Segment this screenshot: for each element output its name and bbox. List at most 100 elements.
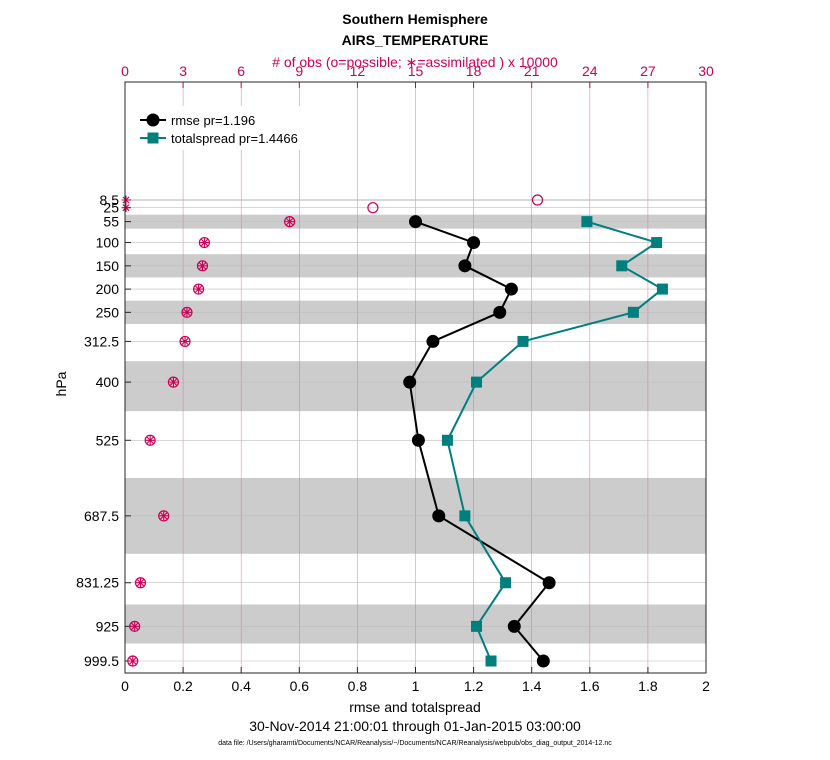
rmse-point	[504, 282, 518, 296]
bottom-tick-label: 1.6	[580, 678, 600, 694]
totalspread-point	[459, 510, 471, 522]
legend-rmse-marker	[146, 113, 160, 127]
top-tick-label: 9	[295, 63, 303, 79]
obs-possible-marker	[179, 335, 191, 348]
top-tick-label: 18	[466, 63, 482, 79]
level-tick-label: 400	[96, 374, 120, 390]
bottom-tick-label: 1.8	[638, 678, 658, 694]
legend-entries: rmse pr=1.196 totalspread pr=1.4466	[140, 113, 298, 146]
obs-possible-marker	[127, 655, 139, 667]
bottom-tick-label: 0	[121, 678, 129, 694]
rmse-point	[493, 305, 507, 319]
totalspread-point	[485, 655, 497, 667]
date-range: 30-Nov-2014 21:00:01 through 01-Jan-2015…	[249, 718, 581, 734]
obs-assimilated-marker	[128, 656, 138, 666]
top-tick-label: 3	[179, 63, 187, 79]
legend-box	[131, 106, 321, 150]
rmse-point	[467, 236, 481, 250]
rmse-point	[507, 619, 521, 633]
top-tick-label: 6	[237, 63, 245, 79]
bottom-tick-label: 0.4	[231, 678, 251, 694]
obs-possible-marker	[198, 236, 211, 249]
data-file-footnote: data file: /Users/gharamti/Documents/NCA…	[218, 740, 612, 747]
axis-ticks: 0 3 6 9 12 15 18 21 24 27 308.52555100150200250312…	[76, 63, 714, 694]
totalspread-point	[500, 577, 512, 589]
grid-lines	[124, 82, 707, 673]
totalspread-line	[446, 220, 665, 662]
level-tick-label: 525	[96, 432, 120, 448]
obs-possible-marker	[284, 216, 296, 228]
obs-assimilated-marker	[199, 238, 209, 248]
bottom-tick-label: 0.2	[173, 678, 193, 694]
level-tick-label: 831.25	[76, 575, 119, 591]
top-tick-label: 12	[350, 63, 366, 79]
y-axis-label: hPa	[53, 371, 69, 396]
chart-title: Southern Hemisphere	[342, 11, 488, 27]
obs-possible-marker	[134, 577, 147, 589]
series-lines	[403, 215, 668, 668]
totalspread-point	[471, 620, 483, 632]
level-tick-label: 999.5	[84, 653, 119, 669]
obs-assimilated-marker	[180, 336, 190, 346]
obs-assimilated-marker	[159, 511, 169, 521]
obs-possible-marker	[531, 194, 544, 206]
bottom-tick-label: 0.6	[290, 678, 310, 694]
rmse-point	[458, 259, 472, 273]
bottom-tick-label: 1.2	[464, 678, 484, 694]
obs-possible-marker	[144, 434, 156, 446]
top-tick-label: 27	[640, 63, 656, 79]
obs-assimilated-marker	[194, 284, 204, 294]
level-tick-label: 250	[96, 304, 120, 320]
obs-assimilated-marker	[182, 307, 192, 317]
bottom-tick-label: 0.8	[348, 678, 368, 694]
bottom-tick-label: 1	[412, 678, 420, 694]
legend-totalspread-marker	[147, 132, 159, 144]
top-tick-label: 21	[524, 63, 540, 79]
totalspread-point	[581, 216, 593, 228]
totalspread-point	[616, 260, 628, 272]
totalspread-point	[656, 283, 668, 295]
level-tick-label: 312.5	[84, 333, 119, 349]
rmse-point	[409, 215, 422, 229]
legend-totalspread-label: totalspread pr=1.4466	[171, 131, 298, 146]
obs-possible-marker	[181, 306, 193, 318]
obs-possible-marker	[129, 620, 141, 632]
x-axis-label: rmse and totalspread	[349, 699, 481, 715]
top-tick-label: 30	[698, 63, 714, 79]
top-tick-label: 15	[408, 63, 424, 79]
rmse-point	[432, 509, 446, 523]
obs-assimilated-marker	[121, 195, 131, 205]
totalspread-point	[651, 237, 663, 249]
obs-assimilated-marker	[145, 435, 155, 445]
obs-markers	[121, 194, 544, 667]
legend-rmse-label: rmse pr=1.196	[171, 113, 255, 128]
obs-assimilated-marker	[135, 578, 145, 588]
top-tick-label: 24	[582, 63, 598, 79]
obs-assimilated-marker	[130, 621, 140, 631]
obs-possible-marker	[192, 283, 205, 295]
level-tick-label: 200	[96, 281, 120, 297]
level-tick-label: 25	[103, 200, 119, 216]
plot-frame	[124, 81, 707, 674]
rmse-point	[403, 375, 417, 389]
totalspread-point	[627, 306, 639, 318]
rmse-point	[536, 654, 550, 668]
level-tick-label: 55	[103, 214, 119, 230]
obs-assimilated-marker	[121, 203, 131, 213]
obs-assimilated-marker	[285, 217, 295, 227]
obs-assimilated-marker	[168, 377, 178, 387]
obs-possible-marker	[196, 260, 209, 272]
level-tick-label: 150	[96, 258, 120, 274]
rmse-point	[411, 433, 425, 447]
totalspread-point	[471, 376, 483, 388]
legend: rmse pr=1.196 totalspread pr=1.4466	[131, 106, 321, 150]
top-axis-label: # of obs (o=possible; ∗=assimilated ) x …	[272, 54, 558, 70]
obs-possible-marker	[367, 202, 379, 214]
totalspread-point	[441, 434, 453, 446]
obs-assimilated-marker	[197, 261, 207, 271]
level-tick-label: 687.5	[84, 508, 119, 524]
level-tick-label: 925	[96, 618, 120, 634]
totalspread-point	[517, 335, 529, 347]
bottom-tick-label: 1.4	[522, 678, 542, 694]
